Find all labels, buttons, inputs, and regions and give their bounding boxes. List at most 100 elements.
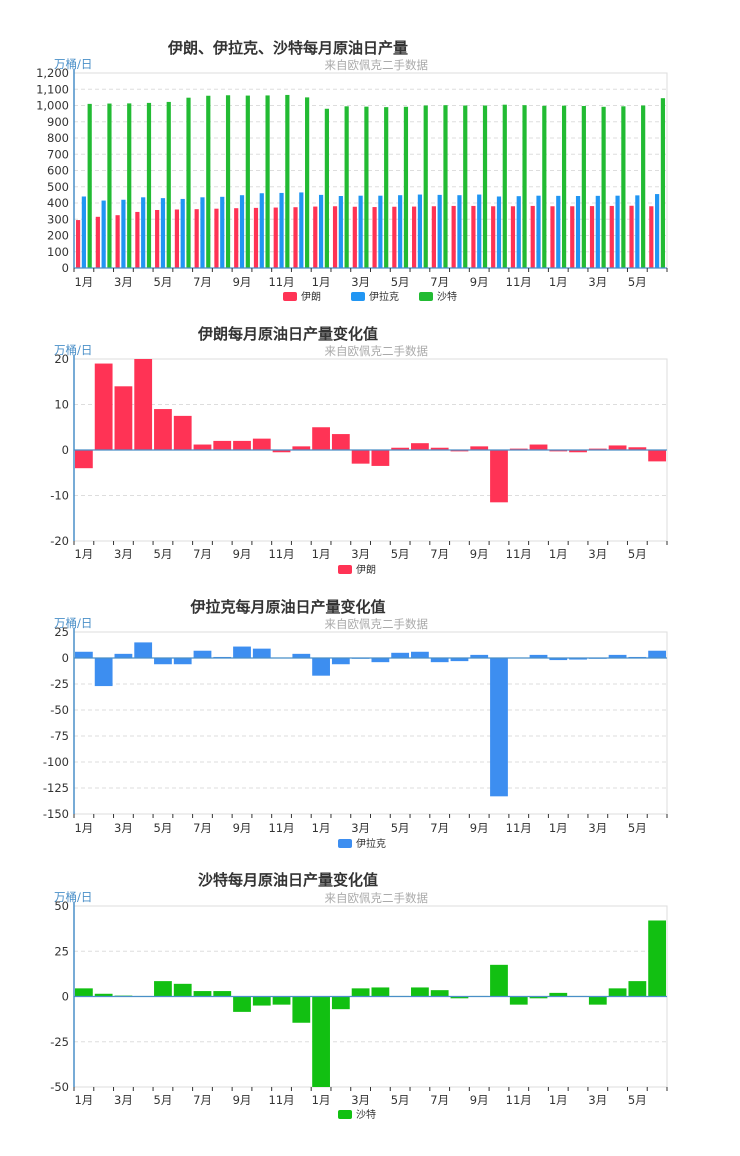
bar-伊朗: [529, 444, 548, 450]
x-tick-label: 3月: [351, 821, 370, 835]
bar-沙特: [660, 98, 666, 268]
bar-沙特: [423, 105, 428, 268]
bar-伊拉克: [94, 658, 113, 687]
y-tick-label: 700: [47, 147, 69, 161]
bar-伊拉克: [160, 198, 166, 269]
bar-伊朗: [173, 415, 192, 451]
chart-subtitle: 来自欧佩克二手数据: [325, 344, 429, 358]
x-tick-label: 9月: [233, 275, 252, 289]
bar-伊朗: [649, 206, 654, 268]
x-tick-label: 5月: [154, 275, 173, 289]
y-tick-label: -10: [50, 489, 69, 503]
bar-伊拉克: [569, 658, 587, 660]
bar-伊拉克: [259, 193, 264, 268]
bar-沙特: [245, 95, 250, 268]
bar-伊朗: [628, 447, 647, 450]
x-tick-label: 7月: [430, 1093, 449, 1107]
bar-沙特: [292, 996, 311, 1023]
x-tick-label: 3月: [351, 275, 370, 289]
bar-沙特: [107, 103, 112, 268]
bar-伊朗: [115, 215, 120, 268]
x-tick-label: 5月: [154, 821, 173, 835]
y-tick-label: -25: [50, 1035, 69, 1049]
bar-伊拉克: [358, 195, 363, 268]
bar-伊拉克: [299, 192, 304, 268]
x-tick-label: 7月: [430, 275, 449, 289]
x-tick-label: 3月: [351, 1093, 370, 1107]
x-tick-label: 11月: [506, 275, 532, 289]
bar-沙特: [403, 106, 409, 268]
legend-label: 伊朗: [356, 564, 376, 576]
x-tick-label: 9月: [470, 1093, 489, 1107]
bar-伊朗: [352, 206, 357, 268]
x-tick-label: 5月: [154, 547, 173, 561]
bar-伊拉克: [114, 653, 133, 658]
legend-label: 沙特: [437, 291, 457, 303]
x-tick-label: 9月: [233, 1093, 252, 1107]
bar-伊拉克: [477, 194, 482, 268]
x-tick-label: 9月: [233, 821, 252, 835]
bar-沙特: [490, 964, 508, 997]
bar-伊朗: [470, 446, 489, 450]
bar-沙特: [509, 996, 528, 1005]
bar-伊朗: [510, 206, 516, 268]
x-tick-label: 1月: [312, 547, 331, 561]
bar-伊拉克: [411, 651, 429, 658]
legend-label: 沙特: [356, 1109, 376, 1121]
bar-伊拉克: [437, 194, 442, 269]
legend-label: 伊拉克: [356, 837, 386, 850]
bar-伊朗: [155, 209, 160, 268]
bar-伊朗: [154, 409, 172, 450]
bar-沙特: [411, 987, 429, 997]
bar-伊朗: [392, 206, 397, 268]
unit-label: 万桶/日: [54, 890, 92, 904]
legend-swatch: [351, 292, 365, 301]
bar-伊朗: [135, 211, 140, 268]
bar-伊朗: [490, 450, 508, 503]
bar-伊拉克: [648, 650, 667, 658]
bar-沙特: [154, 981, 172, 997]
bar-沙特: [648, 920, 667, 997]
y-tick-label: 800: [47, 131, 69, 145]
bar-沙特: [344, 106, 349, 268]
bar-伊朗: [609, 205, 614, 268]
bar-沙特: [87, 103, 92, 269]
y-tick-label: 20: [54, 352, 69, 366]
y-tick-label: 0: [62, 261, 69, 275]
bar-沙特: [450, 996, 469, 999]
bar-沙特: [529, 996, 548, 999]
bar-沙特: [430, 990, 449, 997]
y-tick-label: 900: [47, 115, 69, 129]
y-tick-label: 0: [62, 990, 69, 1004]
bar-伊朗: [550, 206, 555, 268]
bar-伊朗: [588, 448, 607, 450]
bar-伊朗: [253, 207, 259, 269]
x-tick-label: 3月: [114, 1093, 133, 1107]
x-tick-label: 11月: [506, 1093, 532, 1107]
bar-沙特: [285, 94, 290, 268]
bar-伊拉克: [154, 658, 172, 665]
bar-伊拉克: [173, 658, 192, 665]
x-tick-label: 1月: [74, 275, 93, 289]
bar-伊拉克: [490, 658, 508, 797]
x-tick-label: 1月: [74, 547, 93, 561]
bar-伊拉克: [417, 194, 423, 268]
bar-伊拉克: [496, 196, 502, 268]
chart-subtitle: 来自欧佩克二手数据: [325, 891, 429, 905]
legend-swatch: [338, 839, 352, 848]
chart-subtitle: 来自欧佩克二手数据: [325, 58, 429, 72]
y-tick-label: 0: [62, 651, 69, 665]
bar-伊朗: [193, 444, 212, 450]
legend-swatch: [419, 292, 433, 301]
chart-title: 伊拉克每月原油日产量变化值: [189, 598, 385, 616]
bar-伊朗: [174, 209, 180, 268]
bar-伊朗: [372, 207, 377, 268]
bar-沙特: [312, 996, 330, 1087]
bar-伊朗: [589, 206, 595, 268]
bar-伊朗: [451, 205, 456, 268]
bar-沙特: [186, 97, 191, 268]
bar-沙特: [94, 993, 113, 997]
bar-伊朗: [351, 450, 370, 464]
bar-伊朗: [431, 206, 436, 268]
